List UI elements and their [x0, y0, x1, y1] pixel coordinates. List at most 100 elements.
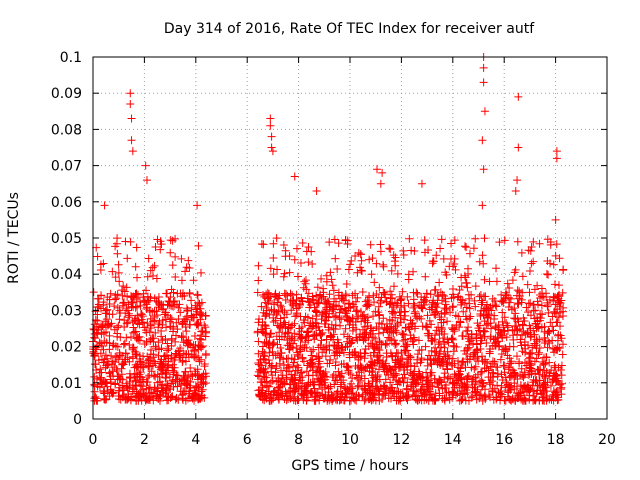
data-point: [97, 339, 106, 348]
data-point: [344, 303, 353, 312]
data-point: [542, 392, 551, 401]
data-point: [275, 291, 284, 300]
data-point: [465, 337, 474, 346]
data-point: [492, 302, 501, 311]
data-point: [155, 390, 164, 399]
data-point: [199, 370, 208, 379]
data-point: [278, 306, 287, 315]
y-tick-label: 0: [73, 412, 82, 428]
data-point: [325, 238, 334, 247]
data-point: [409, 267, 418, 276]
data-point: [368, 254, 377, 263]
data-point: [194, 345, 203, 354]
data-point: [317, 315, 326, 324]
data-point: [324, 325, 333, 334]
data-point: [343, 332, 352, 341]
data-point: [410, 362, 419, 371]
data-point: [167, 315, 176, 324]
data-point: [434, 340, 443, 349]
data-point: [187, 296, 196, 305]
data-point: [517, 395, 526, 404]
data-point: [559, 265, 568, 274]
data-point: [168, 363, 177, 372]
data-point: [317, 377, 326, 386]
data-point: [193, 307, 202, 316]
data-point: [558, 350, 567, 359]
data-point: [395, 292, 404, 301]
data-point: [136, 310, 145, 319]
data-point: [392, 301, 401, 310]
data-point: [165, 298, 174, 307]
data-point: [386, 245, 395, 254]
data-point: [478, 367, 487, 376]
y-tick-label: 0.05: [51, 231, 82, 247]
data-point: [92, 328, 101, 337]
data-point: [407, 380, 416, 389]
data-point: [416, 386, 425, 395]
data-point: [316, 377, 325, 386]
data-point: [552, 388, 561, 397]
data-point: [256, 355, 265, 364]
data-point: [514, 143, 523, 152]
data-point: [101, 395, 110, 404]
data-point: [417, 179, 426, 188]
data-point: [277, 366, 286, 375]
data-point: [546, 240, 555, 249]
data-point: [400, 373, 409, 382]
data-point: [410, 324, 419, 333]
data-point: [543, 235, 552, 244]
data-point: [448, 387, 457, 396]
data-point: [254, 337, 263, 346]
data-point: [118, 359, 127, 368]
data-point: [326, 356, 335, 365]
data-point: [344, 265, 353, 274]
data-point: [524, 246, 533, 255]
data-point: [271, 368, 280, 377]
data-point: [196, 335, 205, 344]
data-point: [282, 375, 291, 384]
data-point: [496, 389, 505, 398]
data-point: [353, 268, 362, 277]
data-point: [403, 346, 412, 355]
data-point: [280, 308, 289, 317]
data-point: [322, 277, 331, 286]
data-point: [143, 303, 152, 312]
data-point: [173, 375, 182, 384]
data-point: [97, 330, 106, 339]
data-point: [360, 384, 369, 393]
data-point: [452, 320, 461, 329]
data-point: [189, 276, 198, 285]
data-point: [156, 245, 165, 254]
data-point: [102, 338, 111, 347]
data-point: [378, 168, 387, 177]
data-point: [145, 328, 154, 337]
data-point: [157, 364, 166, 373]
data-point: [375, 351, 384, 360]
data-point: [514, 92, 523, 101]
data-point: [527, 259, 536, 268]
data-point: [255, 391, 264, 400]
data-point: [480, 107, 489, 116]
data-point: [145, 362, 154, 371]
data-point: [485, 378, 494, 387]
y-tick-label: 0.09: [51, 86, 82, 102]
data-point: [307, 358, 316, 367]
data-point: [171, 234, 180, 243]
data-point: [456, 364, 465, 373]
data-point: [379, 288, 388, 297]
data-point: [438, 334, 447, 343]
data-point: [303, 313, 312, 322]
data-point: [153, 384, 162, 393]
data-point: [302, 388, 311, 397]
data-point: [341, 309, 350, 318]
data-point: [417, 292, 426, 301]
data-point: [529, 257, 538, 266]
data-point: [311, 395, 320, 404]
data-point: [303, 381, 312, 390]
data-point: [347, 256, 356, 265]
data-point: [350, 395, 359, 404]
data-point: [94, 356, 103, 365]
data-point: [160, 352, 169, 361]
data-point: [201, 349, 210, 358]
